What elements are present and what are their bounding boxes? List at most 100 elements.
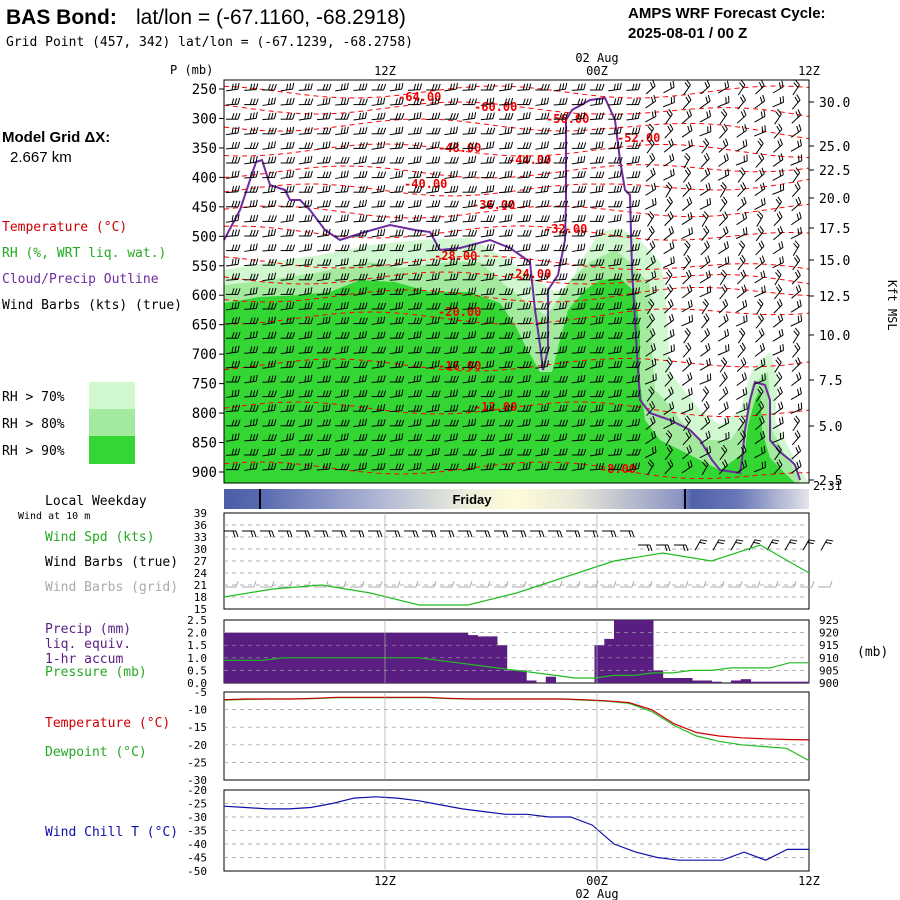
precip-bar [692,680,703,683]
wind-barb [756,386,764,402]
wind-barb [262,127,277,135]
wind-barb [736,372,747,386]
wind-barb [517,448,532,456]
wind-barb [462,346,477,354]
wind-barb [682,342,692,358]
wind-barb [444,301,458,311]
wind-barb [644,446,657,459]
wind-barb [335,288,350,295]
wind-barb [517,186,532,193]
wind-barb [407,287,422,296]
precip-bar [740,679,751,683]
wind-barb [317,215,332,222]
wind-barb [426,171,441,179]
wind-barb [225,185,241,194]
wind-barb [298,389,313,398]
wind-barb [480,434,496,441]
wind-barb [317,434,332,441]
wind-barb [480,447,495,457]
wind-barb [335,141,350,150]
wind-barb [699,94,711,109]
wind-barb [517,331,531,340]
wind-barb [335,301,349,311]
wind-barb [773,386,783,402]
wind-barb [756,298,764,315]
wind-barb [535,434,550,441]
wind-barb [426,390,441,398]
wind-barb [444,214,458,223]
bottom-date-label: 02 Aug [575,887,618,900]
temp-tick-label: -30 [187,774,207,787]
wind-barb-true [476,530,491,538]
cycle-label: AMPS WRF Forecast Cycle: [628,5,826,22]
temperature-contour [223,143,810,158]
wind-barb [298,302,313,310]
wind-barb [498,126,513,136]
wind-barb [700,255,711,270]
wind-barb [298,317,314,325]
wind-barb [498,82,513,92]
wind-barb [407,331,422,340]
wind-barb [608,316,623,325]
precip-tick-label: 1.5 [187,639,207,652]
wind-barb [408,405,423,412]
wind-barb [626,287,640,296]
wind-barb [316,185,331,194]
wind-barb [700,152,710,168]
wind-barb [335,273,350,281]
wind-barb [553,404,568,413]
temperature-contour-label: -36.00 [472,198,515,212]
wind-barb [444,448,459,456]
wind-barb [663,386,674,401]
temp-grid: -30 -25 -20 -15 -10 -5 [187,686,809,787]
wind-barb [589,156,605,164]
wind-barb [462,186,478,193]
station-title: BAS Bond: [6,6,117,29]
wind-barb [389,316,404,325]
wind-barb [225,97,241,106]
wind-barb [444,419,459,427]
wind-barb [590,259,605,266]
wind-barb [353,258,368,267]
wind-barb [426,316,440,325]
wind-barb [791,284,802,299]
wind-barb [499,200,514,208]
wind-barb [280,113,296,120]
kft-tick-label: 5.0 [819,420,842,435]
wind-barb [262,156,277,164]
wind-barb-grid [458,580,473,588]
wind-barb [590,302,605,310]
wind-barb [408,448,423,456]
wind-barb [773,371,783,387]
wind-barb [535,404,549,413]
wind-barb [280,448,295,456]
wind-barb [626,405,641,412]
wind-barb [408,229,423,237]
wind-barb-true [820,539,834,551]
wind-barb-grid [242,580,257,588]
wind-barb [499,288,514,295]
wind-barb [682,167,692,183]
wind-barb [701,298,709,315]
wind-barb [517,418,531,428]
wind-barb [517,258,532,267]
wind-barb [371,112,386,121]
wind-barb [280,360,295,369]
pressure-ticks: 250 300 350 400 450 500 550 600 650 700 750 800 850 9… [192,82,224,481]
wind-barb [646,138,655,154]
wind-barb [389,156,405,164]
wind-barb [389,97,404,106]
wind-barb [499,156,514,164]
legend-rh80: RH > 80% [2,417,65,432]
wind-barb [590,390,605,398]
wind-barb-true [224,530,239,538]
wind-barb [316,404,331,413]
wind-barb [371,434,387,441]
weekday-label: Friday [452,492,492,507]
wind-barb [298,361,314,368]
wind-barb [571,170,586,179]
wind-barb [335,433,349,442]
wind-barb-grid [656,580,671,588]
wind-barb [371,156,386,164]
